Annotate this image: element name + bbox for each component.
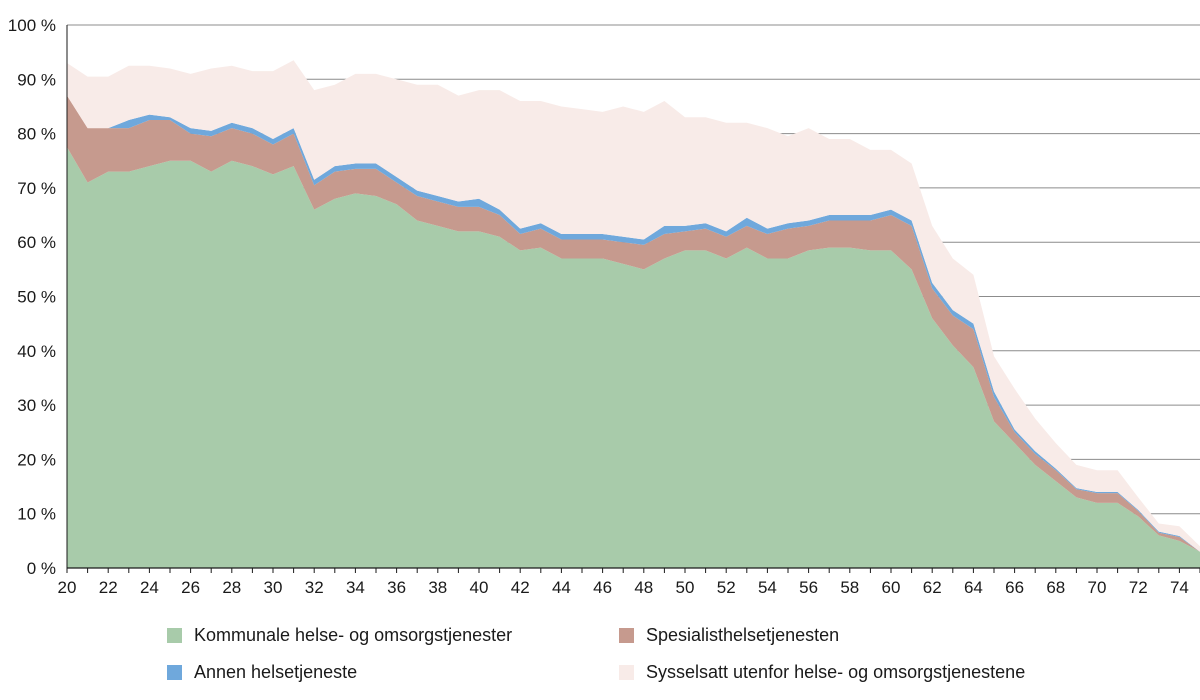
x-axis-tick-labels: 20 22 24 26 28 30 32 34 36 38 40 42 44 46 48 50 52 54 56 58… bbox=[58, 578, 1189, 597]
legend-swatch-kommunale bbox=[167, 628, 182, 643]
x-tick-label: 28 bbox=[222, 578, 241, 597]
x-tick-label: 38 bbox=[428, 578, 447, 597]
x-tick-label: 40 bbox=[470, 578, 489, 597]
legend-item-spesialist: Spesialisthelsetjenesten bbox=[619, 625, 839, 646]
x-tick-label: 48 bbox=[634, 578, 653, 597]
x-tick-label: 72 bbox=[1129, 578, 1148, 597]
axes bbox=[66, 25, 1200, 573]
x-tick-label: 54 bbox=[758, 578, 777, 597]
legend-swatch-annen bbox=[167, 665, 182, 680]
area-kommunale bbox=[67, 147, 1200, 568]
y-tick-label: 90 % bbox=[17, 70, 56, 89]
legend-swatch-spesialist bbox=[619, 628, 634, 643]
y-axis-tick-labels: 0 % 10 % 20 % 30 % 40 % 50 % 60 % 70 % 80 % 90 % 1… bbox=[8, 16, 56, 578]
legend: Kommunale helse- og omsorgstjenester Spe… bbox=[0, 618, 1200, 700]
x-tick-label: 66 bbox=[1005, 578, 1024, 597]
x-tick-label: 60 bbox=[882, 578, 901, 597]
x-tick-label: 68 bbox=[1046, 578, 1065, 597]
legend-label-sysselsatt: Sysselsatt utenfor helse- og omsorgstjen… bbox=[646, 662, 1026, 682]
x-tick-label: 62 bbox=[923, 578, 942, 597]
y-tick-label: 70 % bbox=[17, 179, 56, 198]
legend-swatch-sysselsatt bbox=[619, 665, 634, 680]
legend-item-sysselsatt: Sysselsatt utenfor helse- og omsorgstjen… bbox=[619, 662, 1025, 683]
area-sysselsatt bbox=[67, 60, 1200, 552]
y-tick-label: 10 % bbox=[17, 505, 56, 524]
y-tick-label: 100 % bbox=[8, 16, 56, 35]
legend-label-annen: Annen helsetjeneste bbox=[194, 662, 358, 682]
x-tick-label: 34 bbox=[346, 578, 365, 597]
x-tick-label: 36 bbox=[387, 578, 406, 597]
y-tick-label: 60 % bbox=[17, 233, 56, 252]
y-tick-label: 30 % bbox=[17, 396, 56, 415]
x-tick-label: 24 bbox=[140, 578, 159, 597]
legend-label-kommunale: Kommunale helse- og omsorgstjenester bbox=[194, 625, 513, 645]
x-tick-label: 74 bbox=[1170, 578, 1189, 597]
x-tick-label: 50 bbox=[676, 578, 695, 597]
area-series bbox=[67, 60, 1200, 568]
x-tick-label: 52 bbox=[717, 578, 736, 597]
x-tick-label: 20 bbox=[58, 578, 77, 597]
x-tick-label: 42 bbox=[511, 578, 530, 597]
x-tick-label: 32 bbox=[305, 578, 324, 597]
x-tick-label: 70 bbox=[1088, 578, 1107, 597]
legend-label-spesialist: Spesialisthelsetjenesten bbox=[646, 625, 840, 645]
y-tick-label: 40 % bbox=[17, 342, 56, 361]
x-tick-label: 26 bbox=[181, 578, 200, 597]
y-tick-label: 20 % bbox=[17, 450, 56, 469]
legend-item-annen: Annen helsetjeneste bbox=[167, 662, 357, 683]
x-tick-label: 22 bbox=[99, 578, 118, 597]
legend-item-kommunale: Kommunale helse- og omsorgstjenester bbox=[167, 625, 512, 646]
x-tick-label: 64 bbox=[964, 578, 983, 597]
y-tick-label: 0 % bbox=[27, 559, 56, 578]
area-annen bbox=[67, 95, 1200, 552]
x-tick-label: 46 bbox=[593, 578, 612, 597]
x-tick-label: 44 bbox=[552, 578, 571, 597]
stacked-area-chart: 0 % 10 % 20 % 30 % 40 % 50 % 60 % 70 % 80 % 90 % 1… bbox=[8, 16, 1200, 597]
x-tick-label: 30 bbox=[264, 578, 283, 597]
y-tick-label: 80 % bbox=[17, 125, 56, 144]
x-tick-label: 56 bbox=[799, 578, 818, 597]
y-tick-label: 50 % bbox=[17, 288, 56, 307]
area-spesialist bbox=[67, 95, 1200, 552]
x-tick-label: 58 bbox=[840, 578, 859, 597]
